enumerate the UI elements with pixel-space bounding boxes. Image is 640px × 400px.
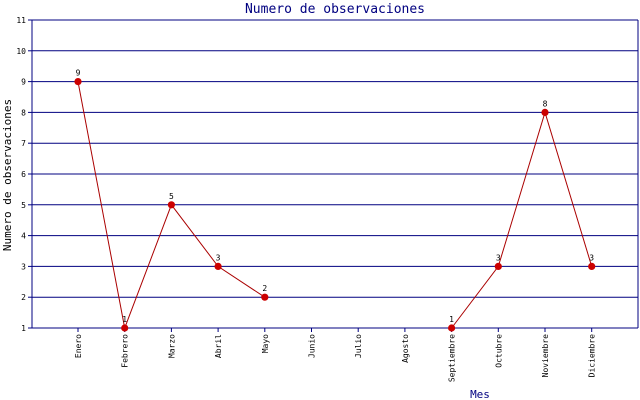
axes bbox=[28, 19, 639, 332]
data-label: 9 bbox=[76, 69, 81, 78]
chart-title: Numero de observaciones bbox=[245, 2, 425, 17]
data-point bbox=[167, 201, 175, 209]
data-label: 5 bbox=[169, 192, 174, 201]
data-label: 1 bbox=[122, 315, 127, 324]
series bbox=[74, 78, 596, 332]
x-tick-label: Octubre bbox=[494, 334, 503, 368]
y-tick-label: 4 bbox=[21, 232, 26, 241]
x-axis-label: Mes bbox=[470, 388, 490, 400]
y-tick-label: 6 bbox=[21, 170, 26, 179]
data-point bbox=[214, 262, 222, 270]
y-tick-label: 5 bbox=[21, 201, 26, 210]
x-tick-label: Marzo bbox=[167, 334, 176, 358]
x-tick-label: Julio bbox=[354, 334, 363, 358]
data-label: 3 bbox=[589, 253, 594, 262]
x-tick-labels: Enero Febrero Marzo Abril Mayo Junio Julio Agos… bbox=[74, 334, 597, 382]
x-tick-label: Agosto bbox=[401, 334, 410, 363]
x-tick-label: Noviembre bbox=[541, 334, 550, 378]
y-tick-label: 9 bbox=[21, 78, 26, 87]
data-point bbox=[121, 324, 129, 332]
data-point bbox=[588, 262, 596, 270]
x-tick-label: Junio bbox=[308, 334, 317, 358]
series-line bbox=[451, 110, 593, 329]
y-tick-label: 7 bbox=[21, 139, 26, 148]
y-tick-label: 2 bbox=[21, 293, 26, 302]
y-tick-label: 10 bbox=[16, 47, 26, 56]
y-tick-labels: 1 2 3 4 5 6 7 8 9 10 11 bbox=[16, 16, 26, 333]
grid bbox=[32, 19, 638, 329]
data-label: 3 bbox=[216, 253, 221, 262]
data-label: 2 bbox=[262, 284, 267, 293]
y-tick-label: 3 bbox=[21, 262, 26, 271]
data-point bbox=[261, 293, 269, 301]
data-label: 3 bbox=[496, 253, 501, 262]
x-tick-label: Enero bbox=[74, 334, 83, 358]
data-point bbox=[494, 262, 502, 270]
data-point bbox=[541, 108, 549, 116]
y-axis-label: Numero de observaciones bbox=[1, 99, 14, 251]
x-tick-label: Febrero bbox=[121, 334, 130, 368]
x-tick-label: Diciembre bbox=[588, 334, 597, 378]
data-label: 8 bbox=[543, 99, 548, 108]
y-tick-label: 1 bbox=[21, 324, 26, 333]
data-label: 1 bbox=[449, 315, 454, 324]
x-tick-label: Mayo bbox=[261, 334, 270, 353]
data-point bbox=[74, 78, 82, 86]
x-tick-label: Abril bbox=[214, 334, 223, 358]
y-tick-label: 8 bbox=[21, 108, 26, 117]
data-point bbox=[448, 324, 456, 332]
y-tick-label: 11 bbox=[16, 16, 26, 25]
x-tick-label: Septiembre bbox=[448, 334, 457, 382]
